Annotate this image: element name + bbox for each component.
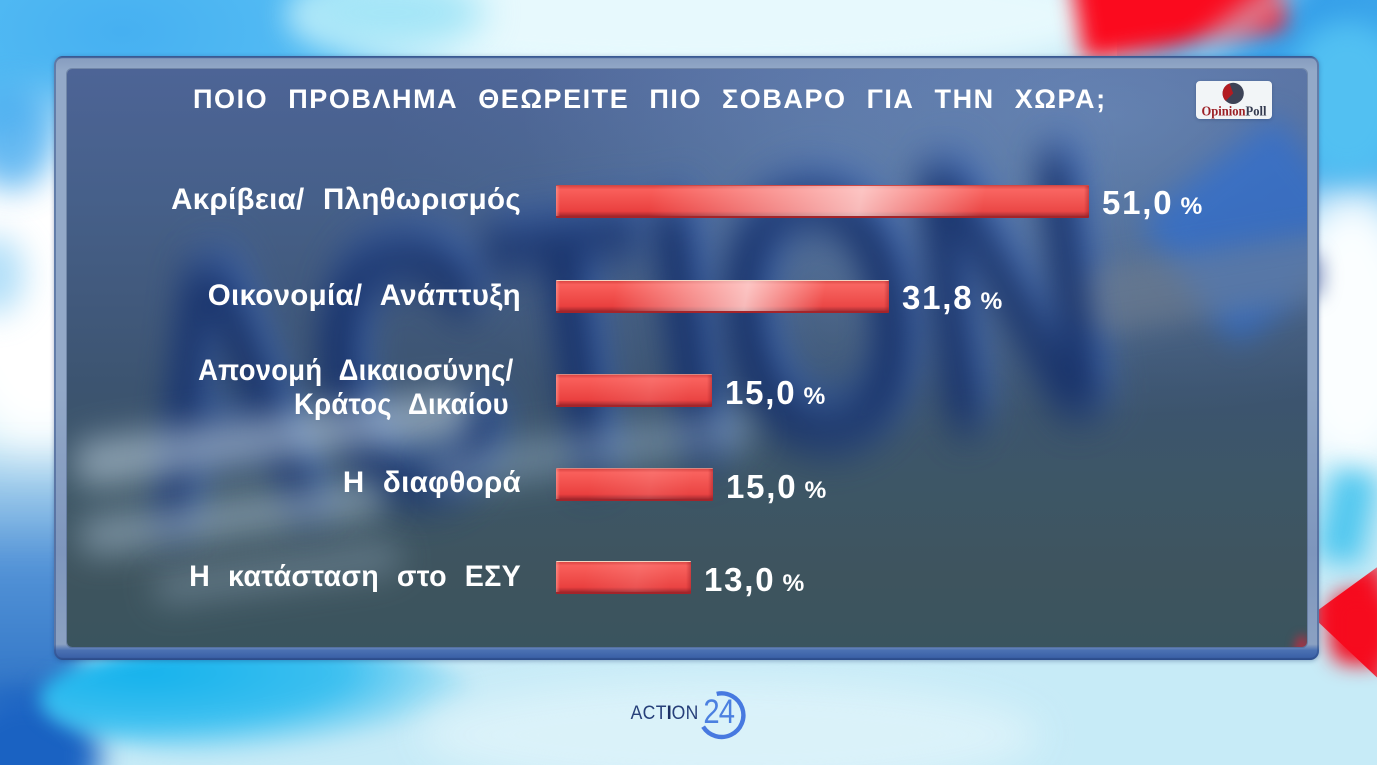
svg-text:OpinionPoll: OpinionPoll [1202,103,1267,118]
svg-text:ACTION: ACTION [631,701,699,723]
svg-text:24: 24 [703,692,734,731]
